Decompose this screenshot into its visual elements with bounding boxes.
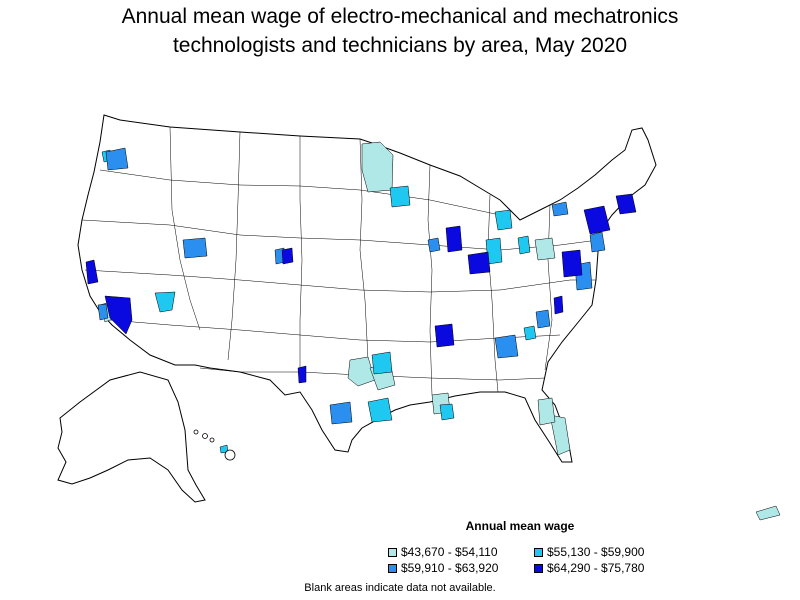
legend-swatch-1: [388, 547, 397, 557]
area-colorado: [281, 247, 294, 265]
alaska-outline: [57, 371, 206, 503]
area-louisiana: [439, 403, 455, 421]
title-line-2: technologists and technicians by area, M…: [172, 34, 628, 57]
area-california-bay: [85, 259, 99, 285]
legend-label-2: $55,130 - $59,900: [547, 545, 645, 559]
area-georgia-small: [523, 325, 537, 341]
legend-swatch-3: [388, 563, 397, 573]
area-texas-san-antonio: [329, 401, 353, 425]
wage-areas: [85, 141, 781, 521]
area-pennsylvania: [534, 237, 556, 261]
legend-item-4: $64,290 - $75,780: [534, 561, 644, 575]
legend-swatch-2: [534, 547, 543, 557]
footnote: Blank areas indicate data not available.: [304, 582, 496, 594]
area-illinois: [467, 251, 491, 275]
area-new-york-west: [551, 201, 569, 217]
area-florida-tampa: [537, 397, 556, 426]
legend-item-3: $59,910 - $63,920: [388, 561, 498, 575]
area-california-south: [104, 295, 133, 335]
area-texas-central: [347, 356, 376, 387]
area-michigan: [494, 209, 513, 231]
area-new-jersey: [589, 231, 606, 253]
area-new-mexico: [297, 365, 307, 384]
legend-item-2: $55,130 - $59,900: [534, 545, 644, 559]
area-illinois-small: [427, 237, 441, 253]
hawaii-islands: [193, 429, 236, 461]
area-georgia: [494, 334, 519, 359]
conus-outline: [77, 114, 657, 463]
area-massachusetts: [615, 193, 637, 215]
area-boundaries: [81, 126, 599, 396]
area-south-carolina: [535, 309, 551, 329]
area-florida-east: [549, 414, 571, 456]
legend-swatch-4: [534, 563, 543, 573]
legend-title: Annual mean wage: [465, 519, 575, 533]
area-ohio: [517, 235, 531, 255]
area-north-carolina: [553, 295, 564, 315]
area-utah: [182, 237, 208, 259]
legend-label-1: $43,670 - $54,110: [401, 545, 498, 559]
area-arizona: [154, 291, 176, 313]
page-title: Annual mean wage of electro-mechanical a…: [0, 2, 800, 60]
legend-item-1: $43,670 - $54,110: [388, 545, 498, 559]
area-tennessee: [434, 323, 455, 348]
area-northeast: [583, 205, 611, 235]
legend-label-4: $64,290 - $75,780: [547, 561, 645, 575]
area-virgin-islands: [755, 505, 781, 521]
area-wisconsin: [445, 225, 463, 253]
area-washington: [105, 147, 129, 171]
area-california-coast: [97, 303, 109, 321]
title-line-1: Annual mean wage of electro-mechanical a…: [121, 5, 679, 28]
area-texas-houston: [367, 397, 393, 423]
area-texas-dallas: [371, 351, 393, 375]
area-minnesota: [389, 185, 411, 208]
area-maryland: [561, 249, 583, 278]
legend-label-3: $59,910 - $63,920: [401, 561, 499, 575]
